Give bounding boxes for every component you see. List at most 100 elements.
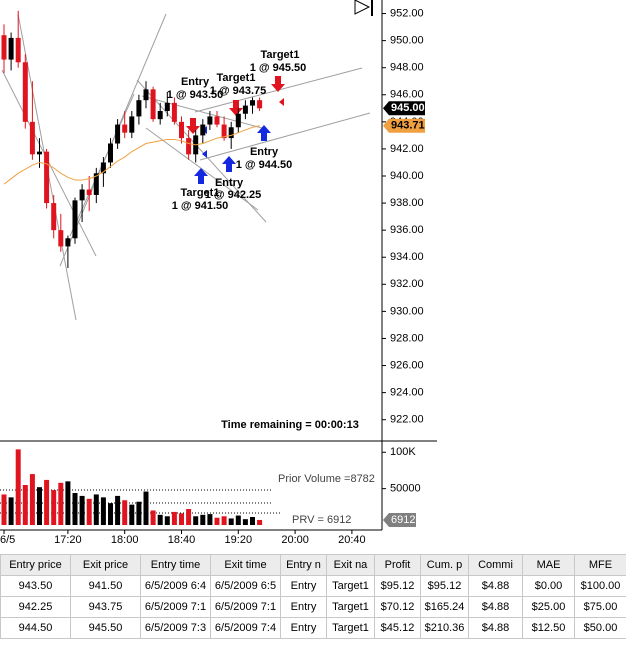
trade-annotation: Entry <box>250 146 279 158</box>
cell: 945.50 <box>70 617 141 639</box>
header-row: Entry price Exit price Entry time Exit time… <box>0 554 626 576</box>
cell: $165.24 <box>420 596 469 618</box>
y-tick-label: 946.00 <box>390 89 424 101</box>
cell: $4.88 <box>468 575 523 597</box>
cell: $75.00 <box>574 596 626 618</box>
y-tick-label: 922.00 <box>390 414 424 426</box>
column-header[interactable]: MFE <box>574 554 626 576</box>
column-header[interactable]: Exit price <box>70 554 141 576</box>
trend-line <box>141 95 263 129</box>
price-marker <box>383 118 425 133</box>
candle-body <box>58 230 64 247</box>
volume-bar <box>179 513 184 525</box>
column-header[interactable]: MAE <box>522 554 575 576</box>
trade-annotation: 1 @ 944.50 <box>236 159 293 171</box>
volume-bar <box>79 495 85 525</box>
column-header[interactable]: Entry time <box>140 554 211 576</box>
cell: Target1 <box>326 575 375 597</box>
y-tick-label: 930.00 <box>390 305 424 317</box>
candle-body <box>1 35 7 60</box>
y-tick-label: 952.00 <box>390 7 424 19</box>
cell: 942.25 <box>0 596 71 618</box>
candle-body <box>51 203 57 231</box>
column-header[interactable]: Profit <box>374 554 421 576</box>
volume-marker <box>383 512 416 527</box>
play-icon[interactable] <box>354 0 371 15</box>
trade-row[interactable]: 943.50 941.50 6/5/2009 6:4 6/5/2009 6:5 Entr… <box>0 575 626 597</box>
cell: 6/5/2009 6:5 <box>210 575 281 597</box>
column-header[interactable]: Cum. p <box>420 554 469 576</box>
cell: $70.12 <box>374 596 421 618</box>
volume-bar <box>65 481 71 525</box>
volume-bar <box>228 518 234 525</box>
x-tick-label: 17:20 <box>54 534 82 546</box>
trade-annotation: 1 @ 943.75 <box>210 85 267 97</box>
cell: 941.50 <box>70 575 141 597</box>
trade-annotation: 1 @ 941.50 <box>172 200 229 212</box>
candle-body <box>250 100 255 106</box>
trade-row[interactable]: 944.50 945.50 6/5/2009 7:3 6/5/2009 7:4 Entr… <box>0 617 626 639</box>
volume-bar <box>136 501 142 525</box>
cell: $210.36 <box>420 617 469 639</box>
x-tick-label: 18:40 <box>168 534 196 546</box>
volume-bar <box>115 495 121 525</box>
column-header[interactable]: Exit na <box>326 554 375 576</box>
candle-body <box>164 102 170 112</box>
candle-body <box>143 89 149 101</box>
cell: Entry <box>280 617 327 639</box>
y-tick-label: 942.00 <box>390 143 424 155</box>
trend-line <box>136 79 267 223</box>
candle-body <box>186 138 192 155</box>
entry-marker <box>202 150 207 158</box>
trade-arrows <box>186 76 285 184</box>
price-marker <box>383 101 425 116</box>
candle-body <box>207 116 213 125</box>
y-tick-label: 924.00 <box>390 387 424 399</box>
cell: $12.50 <box>522 617 575 639</box>
candle-body <box>129 116 135 133</box>
y-tick-label: 950.00 <box>390 35 424 47</box>
cell: 944.50 <box>0 617 71 639</box>
candle-body <box>214 116 220 125</box>
candle-body <box>79 189 85 201</box>
cell: Target1 <box>326 617 375 639</box>
cell: 6/5/2009 7:1 <box>210 596 281 618</box>
x-tick-label: 20:40 <box>338 534 366 546</box>
candle-body <box>22 62 28 122</box>
y-tick-label: 926.00 <box>390 359 424 371</box>
cell: 6/5/2009 7:3 <box>140 617 211 639</box>
volume-bar <box>58 482 64 525</box>
volume-bar <box>257 519 263 525</box>
trend-line <box>145 127 259 211</box>
candle-body <box>136 100 142 117</box>
y-tick-label: 938.00 <box>390 197 424 209</box>
volume-marker-label: 6912 <box>391 514 415 526</box>
volume-bar <box>122 500 128 525</box>
candle-body <box>8 37 14 60</box>
candle-body <box>179 121 184 139</box>
x-tick-label: 20:00 <box>281 534 309 546</box>
cell: Entry <box>280 596 327 618</box>
column-header[interactable]: Commi <box>468 554 523 576</box>
cell: $4.88 <box>468 617 523 639</box>
entry-arrow <box>194 168 208 184</box>
column-header[interactable]: Exit time <box>210 554 281 576</box>
candle-body <box>115 124 121 144</box>
volume-bar <box>29 474 35 525</box>
volume-bar <box>186 509 192 525</box>
cell: 6/5/2009 6:4 <box>140 575 211 597</box>
cell: 943.50 <box>0 575 71 597</box>
x-tick-label: 18:00 <box>111 534 139 546</box>
y-tick-label: 932.00 <box>390 278 424 290</box>
price-marker-label: 943.71 <box>391 120 425 132</box>
column-header[interactable]: Entry price <box>0 554 71 576</box>
volume-bar <box>214 517 220 525</box>
cell: $50.00 <box>574 617 626 639</box>
trade-row[interactable]: 942.25 943.75 6/5/2009 7:1 6/5/2009 7:1 Entr… <box>0 596 626 618</box>
volume-bar <box>44 479 50 525</box>
candle-body <box>157 111 163 120</box>
candle-body <box>200 124 206 136</box>
column-header[interactable]: Entry n <box>280 554 327 576</box>
candle-body <box>44 151 50 204</box>
